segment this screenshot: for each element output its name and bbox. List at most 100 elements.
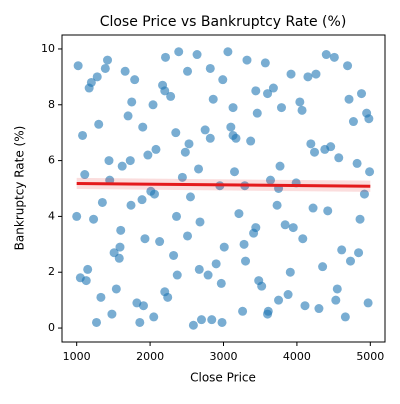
point bbox=[205, 63, 215, 73]
point bbox=[149, 312, 159, 322]
point bbox=[318, 262, 328, 272]
point bbox=[195, 217, 205, 227]
point bbox=[177, 172, 187, 182]
point bbox=[357, 89, 367, 99]
x-tick-label: 5000 bbox=[356, 350, 384, 363]
point bbox=[126, 200, 136, 210]
point bbox=[359, 189, 369, 199]
point bbox=[203, 270, 213, 280]
point bbox=[228, 103, 238, 113]
point bbox=[314, 304, 324, 314]
point bbox=[257, 281, 267, 291]
point bbox=[111, 284, 121, 294]
point bbox=[138, 122, 148, 132]
y-tick-label: 0 bbox=[48, 321, 55, 334]
point bbox=[160, 86, 170, 96]
point bbox=[172, 270, 182, 280]
point bbox=[320, 144, 330, 154]
point bbox=[92, 317, 102, 327]
point bbox=[275, 161, 285, 171]
point bbox=[329, 52, 339, 62]
point bbox=[89, 214, 99, 224]
x-tick-label: 3000 bbox=[210, 350, 238, 363]
point bbox=[331, 295, 341, 305]
point bbox=[78, 130, 88, 140]
point bbox=[238, 306, 248, 316]
point bbox=[303, 72, 313, 82]
point bbox=[218, 75, 228, 85]
point bbox=[207, 315, 217, 325]
point bbox=[83, 264, 93, 274]
x-tick-label: 1000 bbox=[63, 350, 91, 363]
point bbox=[123, 111, 133, 121]
point bbox=[310, 147, 320, 157]
point bbox=[72, 211, 82, 221]
point bbox=[219, 242, 229, 252]
point bbox=[100, 63, 110, 73]
point bbox=[268, 83, 278, 93]
point bbox=[263, 306, 273, 316]
point bbox=[188, 320, 198, 330]
point bbox=[300, 301, 310, 311]
point bbox=[230, 167, 240, 177]
point bbox=[155, 237, 165, 247]
point bbox=[348, 117, 358, 127]
point bbox=[297, 105, 307, 115]
point bbox=[228, 130, 238, 140]
point bbox=[151, 144, 161, 154]
point bbox=[166, 91, 176, 101]
point bbox=[286, 69, 296, 79]
point bbox=[180, 147, 190, 157]
point bbox=[274, 295, 284, 305]
point bbox=[246, 136, 256, 146]
trend-line bbox=[76, 181, 371, 188]
point bbox=[311, 69, 321, 79]
point bbox=[185, 192, 195, 202]
point bbox=[337, 245, 347, 255]
point bbox=[295, 97, 305, 107]
y-tick-label: 4 bbox=[48, 209, 55, 222]
point bbox=[148, 100, 158, 110]
point bbox=[172, 211, 182, 221]
point bbox=[332, 284, 342, 294]
point bbox=[194, 264, 204, 274]
x-tick-label: 4000 bbox=[283, 350, 311, 363]
point bbox=[80, 170, 90, 180]
point bbox=[241, 256, 251, 266]
point bbox=[114, 253, 124, 263]
point bbox=[169, 250, 179, 260]
point bbox=[363, 298, 373, 308]
point bbox=[127, 97, 137, 107]
y-tick-label: 8 bbox=[48, 98, 55, 111]
point bbox=[73, 61, 83, 71]
point bbox=[364, 114, 374, 124]
point bbox=[280, 220, 290, 230]
point bbox=[103, 55, 113, 65]
point bbox=[92, 72, 102, 82]
point bbox=[97, 197, 107, 207]
point bbox=[160, 287, 170, 297]
point bbox=[263, 89, 273, 99]
point bbox=[135, 317, 145, 327]
point bbox=[140, 234, 150, 244]
point bbox=[194, 164, 204, 174]
point bbox=[345, 256, 355, 266]
point bbox=[217, 317, 227, 327]
point bbox=[216, 278, 226, 288]
point bbox=[355, 214, 365, 224]
point bbox=[94, 119, 104, 129]
point bbox=[211, 259, 221, 269]
point bbox=[208, 94, 218, 104]
point bbox=[174, 47, 184, 57]
point bbox=[306, 139, 316, 149]
point bbox=[138, 301, 148, 311]
point bbox=[125, 156, 135, 166]
point bbox=[321, 50, 331, 60]
point bbox=[183, 231, 193, 241]
point bbox=[283, 290, 293, 300]
point bbox=[96, 292, 106, 302]
point bbox=[365, 167, 375, 177]
point bbox=[104, 156, 114, 166]
chart-title: Close Price vs Bankruptcy Rate (%) bbox=[100, 14, 347, 30]
point bbox=[149, 189, 159, 199]
